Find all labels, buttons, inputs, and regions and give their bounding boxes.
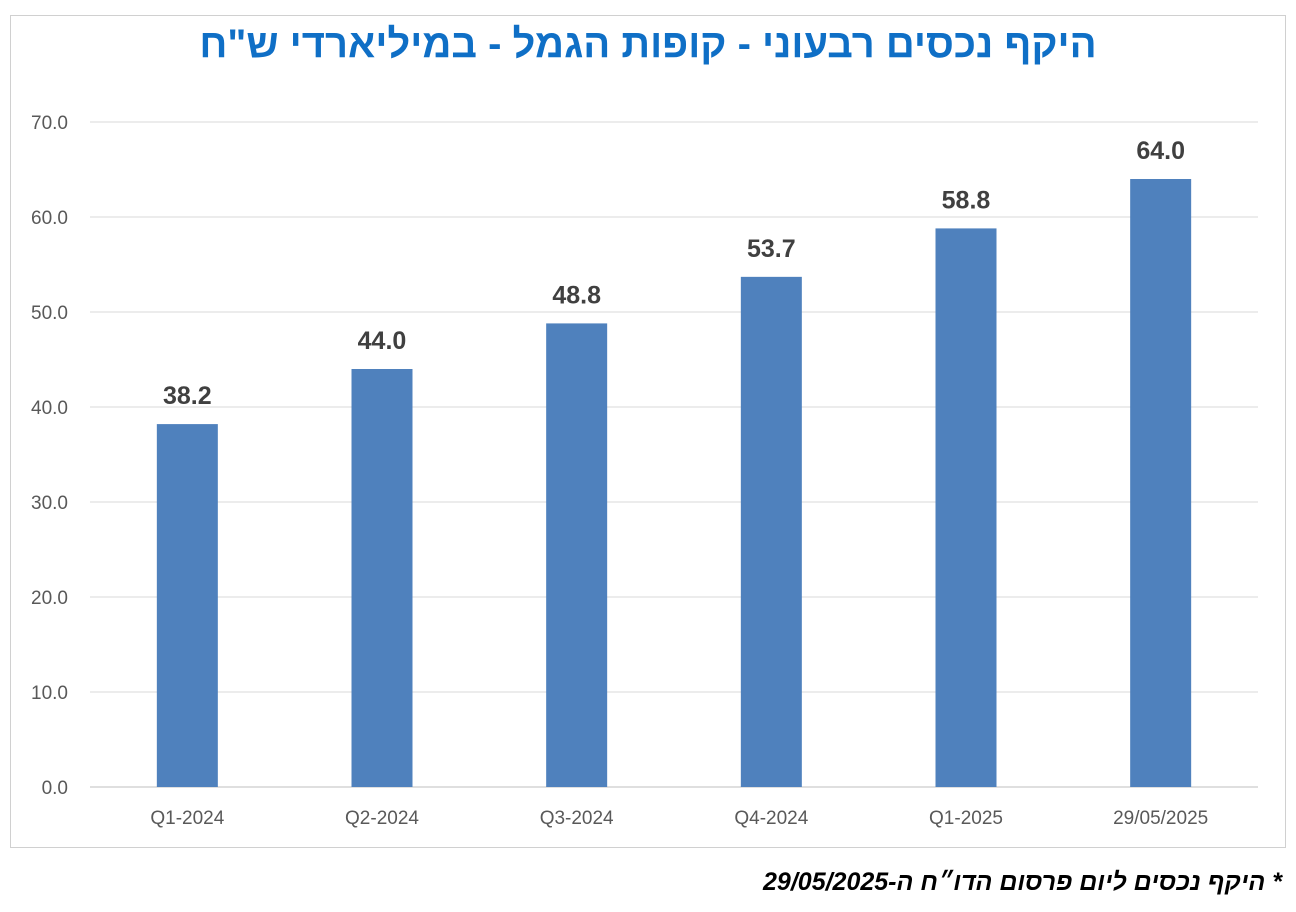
x-tick-label: Q1-2024	[150, 808, 224, 829]
y-tick-label: 50.0	[31, 303, 68, 324]
y-tick-label: 60.0	[31, 208, 68, 229]
y-tick-label: 30.0	[31, 493, 68, 514]
y-tick-label: 70.0	[31, 113, 68, 134]
bar	[351, 369, 413, 787]
data-label: 64.0	[1136, 137, 1185, 165]
x-tick-label: 29/05/2025	[1113, 808, 1208, 829]
x-tick-label: Q4-2024	[734, 808, 808, 829]
chart-title: היקף נכסים רבעוני - קופות הגמל - במיליאר…	[199, 22, 1097, 66]
bar	[546, 323, 608, 787]
footnote: * היקף נכסים ליום פרסום הדו״ח ה-29/05/20…	[763, 868, 1282, 896]
data-label: 44.0	[358, 327, 407, 355]
y-tick-label: 20.0	[31, 588, 68, 609]
bar	[740, 276, 802, 787]
bar	[1130, 179, 1192, 787]
data-label: 48.8	[552, 281, 601, 309]
data-label: 58.8	[942, 186, 991, 214]
x-tick-label: Q3-2024	[540, 808, 614, 829]
y-tick-label: 40.0	[31, 398, 68, 419]
chart-frame	[10, 15, 1286, 848]
data-label: 53.7	[747, 235, 796, 263]
data-label: 38.2	[163, 382, 212, 410]
y-tick-label: 0.0	[42, 778, 68, 799]
bar	[156, 424, 218, 787]
y-tick-label: 10.0	[31, 683, 68, 704]
bar	[935, 228, 997, 787]
x-tick-label: Q1-2025	[929, 808, 1003, 829]
x-tick-label: Q2-2024	[345, 808, 419, 829]
